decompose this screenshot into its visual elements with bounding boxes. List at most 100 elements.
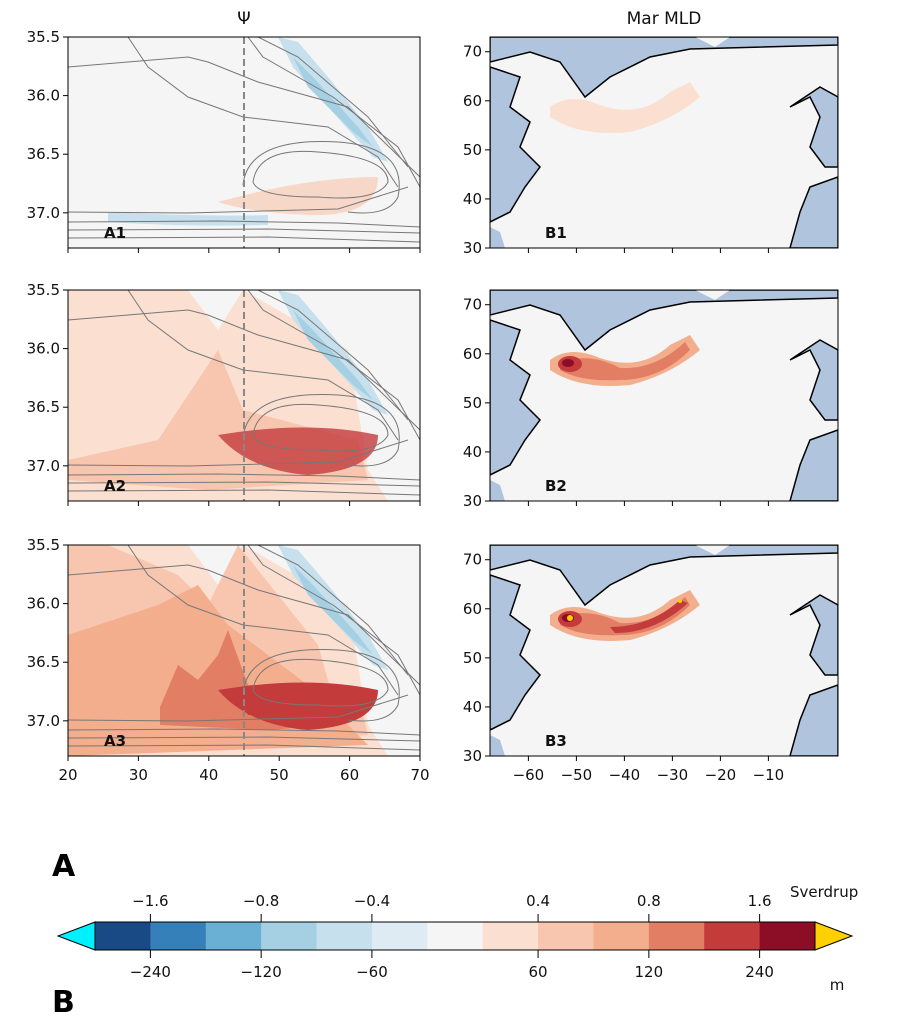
psi-contour xyxy=(68,728,420,736)
x-tick-label: −10 xyxy=(753,766,785,784)
colorbar-bin xyxy=(427,922,484,950)
iberia-land xyxy=(789,176,838,248)
psi-contour xyxy=(68,481,420,487)
y-tick-label: 37.0 xyxy=(27,457,60,475)
colorbar-bin xyxy=(316,922,373,950)
mld-positive-region xyxy=(562,359,574,367)
axes-frame xyxy=(67,544,421,757)
psi-panel-A3: A3 35.5 36.0 36.5 37.0 20 30 40 50 60 70 xyxy=(27,536,430,784)
y-tick-label: 36.5 xyxy=(27,398,60,416)
sea-ice-edge xyxy=(695,37,730,47)
x-tick-label: −60 xyxy=(513,766,545,784)
greenland-land xyxy=(490,37,838,99)
colorbar-top-tick-label: −0.4 xyxy=(354,892,390,910)
x-tick-label: 70 xyxy=(410,766,429,784)
psi-contour xyxy=(68,473,420,481)
na-land xyxy=(490,227,505,248)
colorbar-bottom-tick-label: −120 xyxy=(241,963,282,981)
psi-contour xyxy=(252,658,389,707)
mld-field xyxy=(490,545,838,756)
uk-land xyxy=(789,339,838,421)
title-psi: Ψ xyxy=(237,9,250,29)
iberia-land xyxy=(789,429,838,501)
background xyxy=(490,545,838,756)
greenland-land xyxy=(490,290,838,352)
y-tick-label: 35.5 xyxy=(27,28,60,46)
psi-panel-A2: A2 35.5 36.0 36.5 37.0 xyxy=(27,281,421,506)
psi-contour xyxy=(247,290,420,441)
sea-ice-edge xyxy=(695,290,730,300)
colorbar-bin xyxy=(593,922,650,950)
y-tick-label: 70 xyxy=(463,296,482,314)
psi-contour xyxy=(252,150,389,199)
background xyxy=(490,290,838,501)
psi-contour xyxy=(68,228,420,234)
sea-ice-edge xyxy=(695,545,730,555)
axes-frame xyxy=(489,544,839,757)
y-tick-label: 37.0 xyxy=(27,204,60,222)
y-tick-label: 60 xyxy=(463,345,482,363)
mld-positive-region xyxy=(550,82,700,133)
x-tick-label: 40 xyxy=(199,766,218,784)
colorbar-extend-high xyxy=(814,921,854,951)
y-tick-label: 35.5 xyxy=(27,536,60,554)
psi-field xyxy=(68,545,420,756)
colorbar-bottom-tick-label: −60 xyxy=(356,963,388,981)
psi-contour xyxy=(257,37,409,168)
panel-label: A2 xyxy=(104,477,126,495)
panel-label: A1 xyxy=(104,224,126,242)
psi-positive-band xyxy=(218,427,378,475)
y-tick-label: 36.0 xyxy=(27,340,60,358)
colorbar-bin xyxy=(482,922,539,950)
x-tick-label: 20 xyxy=(58,766,77,784)
psi-contour xyxy=(242,394,400,467)
x-tick-label: −20 xyxy=(705,766,737,784)
y-tick-label: 36.5 xyxy=(27,145,60,163)
psi-contour xyxy=(68,439,409,467)
colorbar-bin xyxy=(704,922,761,950)
colorbar-bottom-tick-label: 60 xyxy=(529,963,548,981)
colorbar-bin xyxy=(371,922,428,950)
psi-contour xyxy=(68,186,409,214)
x-tick-label: −30 xyxy=(657,766,689,784)
colorbar-bin xyxy=(150,922,207,950)
y-tick-label: 35.5 xyxy=(27,281,60,299)
x-tick-label: 50 xyxy=(270,766,289,784)
x-tick-label: −50 xyxy=(561,766,593,784)
psi-contour xyxy=(68,309,420,431)
y-tick-label: 50 xyxy=(463,394,482,412)
labrador-land xyxy=(490,319,541,476)
y-tick-label: 36.0 xyxy=(27,595,60,613)
axes-frame xyxy=(489,289,839,502)
y-tick-label: 30 xyxy=(463,239,482,257)
y-tick-label: 37.0 xyxy=(27,712,60,730)
colorbar-top-tick-label: −0.8 xyxy=(243,892,279,910)
colorbar-top-tick-label: 0.8 xyxy=(637,892,661,910)
y-tick-label: 36.5 xyxy=(27,653,60,671)
background xyxy=(490,37,838,248)
colorbar-bin xyxy=(648,922,705,950)
panel-label: B1 xyxy=(545,224,567,242)
uk-land xyxy=(789,86,838,168)
y-tick-label: 70 xyxy=(463,551,482,569)
na-land xyxy=(490,480,505,501)
psi-contour xyxy=(252,403,389,452)
y-tick-label: 60 xyxy=(463,600,482,618)
psi-contour xyxy=(68,744,420,751)
section-label-b: B xyxy=(52,985,75,1020)
y-tick-label: 36.0 xyxy=(27,87,60,105)
psi-contour xyxy=(68,736,420,742)
colorbar-bin xyxy=(205,922,262,950)
colorbar-bottom-tick-label: 240 xyxy=(745,963,774,981)
colorbar-bin xyxy=(261,922,318,950)
panel-label: A3 xyxy=(104,732,126,750)
y-tick-label: 50 xyxy=(463,649,482,667)
psi-negative-streak xyxy=(293,57,373,147)
y-tick-label: 30 xyxy=(463,492,482,510)
psi-positive-band xyxy=(218,682,378,730)
psi-contour xyxy=(242,141,400,214)
colorbar-bin xyxy=(759,922,816,950)
x-tick-label: 30 xyxy=(129,766,148,784)
mld-field xyxy=(490,290,838,501)
